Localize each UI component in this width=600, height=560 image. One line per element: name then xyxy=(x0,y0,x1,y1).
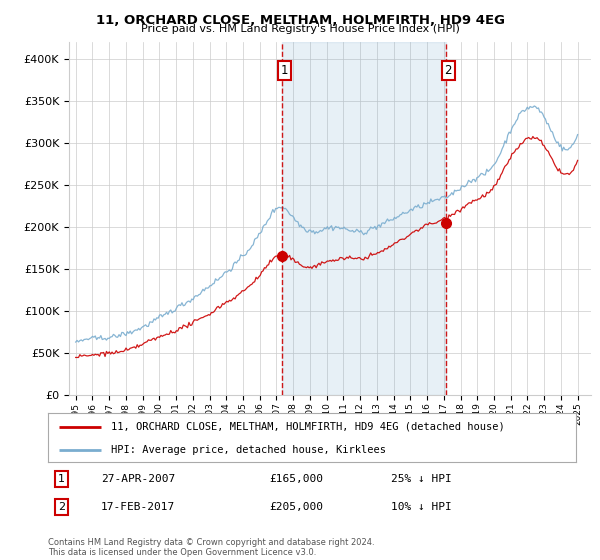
Text: 25% ↓ HPI: 25% ↓ HPI xyxy=(391,474,452,484)
Text: 10% ↓ HPI: 10% ↓ HPI xyxy=(391,502,452,512)
Text: 11, ORCHARD CLOSE, MELTHAM, HOLMFIRTH, HD9 4EG: 11, ORCHARD CLOSE, MELTHAM, HOLMFIRTH, H… xyxy=(95,14,505,27)
Text: 2: 2 xyxy=(445,64,452,77)
Text: 1: 1 xyxy=(281,64,288,77)
Text: 27-APR-2007: 27-APR-2007 xyxy=(101,474,175,484)
Text: Contains HM Land Registry data © Crown copyright and database right 2024.
This d: Contains HM Land Registry data © Crown c… xyxy=(48,538,374,557)
Text: £205,000: £205,000 xyxy=(270,502,324,512)
Text: 11, ORCHARD CLOSE, MELTHAM, HOLMFIRTH, HD9 4EG (detached house): 11, ORCHARD CLOSE, MELTHAM, HOLMFIRTH, H… xyxy=(112,422,505,432)
Text: 17-FEB-2017: 17-FEB-2017 xyxy=(101,502,175,512)
Text: 1: 1 xyxy=(58,474,65,484)
Text: £165,000: £165,000 xyxy=(270,474,324,484)
Text: Price paid vs. HM Land Registry's House Price Index (HPI): Price paid vs. HM Land Registry's House … xyxy=(140,24,460,34)
Text: 2: 2 xyxy=(58,502,65,512)
Bar xyxy=(282,42,446,395)
Text: HPI: Average price, detached house, Kirklees: HPI: Average price, detached house, Kirk… xyxy=(112,445,386,455)
